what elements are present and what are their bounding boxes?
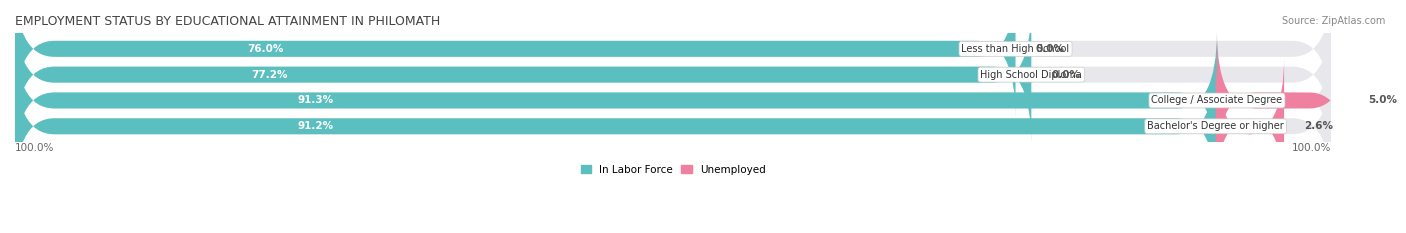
FancyBboxPatch shape xyxy=(1216,57,1284,196)
FancyBboxPatch shape xyxy=(15,57,1216,196)
Text: College / Associate Degree: College / Associate Degree xyxy=(1152,96,1282,106)
FancyBboxPatch shape xyxy=(15,5,1032,144)
Text: 100.0%: 100.0% xyxy=(1292,143,1331,153)
Text: 2.6%: 2.6% xyxy=(1303,121,1333,131)
Text: 91.2%: 91.2% xyxy=(297,121,333,131)
Text: High School Diploma: High School Diploma xyxy=(980,70,1083,80)
Text: 0.0%: 0.0% xyxy=(1052,70,1080,80)
Text: 0.0%: 0.0% xyxy=(1035,44,1064,54)
Text: 76.0%: 76.0% xyxy=(247,44,284,54)
FancyBboxPatch shape xyxy=(1218,31,1348,170)
Text: Bachelor's Degree or higher: Bachelor's Degree or higher xyxy=(1147,121,1284,131)
FancyBboxPatch shape xyxy=(15,31,1218,170)
FancyBboxPatch shape xyxy=(15,57,1331,196)
FancyBboxPatch shape xyxy=(15,0,1015,118)
Text: Less than High School: Less than High School xyxy=(962,44,1070,54)
Text: Source: ZipAtlas.com: Source: ZipAtlas.com xyxy=(1281,16,1385,26)
Text: EMPLOYMENT STATUS BY EDUCATIONAL ATTAINMENT IN PHILOMATH: EMPLOYMENT STATUS BY EDUCATIONAL ATTAINM… xyxy=(15,15,440,28)
Text: 100.0%: 100.0% xyxy=(15,143,55,153)
FancyBboxPatch shape xyxy=(15,0,1331,118)
Legend: In Labor Force, Unemployed: In Labor Force, Unemployed xyxy=(581,164,766,175)
FancyBboxPatch shape xyxy=(15,31,1331,170)
Text: 77.2%: 77.2% xyxy=(250,70,287,80)
Text: 91.3%: 91.3% xyxy=(298,96,333,106)
Text: 5.0%: 5.0% xyxy=(1368,96,1398,106)
FancyBboxPatch shape xyxy=(15,5,1331,144)
